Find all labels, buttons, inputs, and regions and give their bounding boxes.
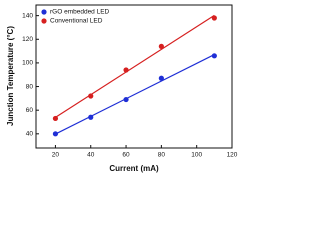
point bbox=[211, 53, 217, 59]
point bbox=[52, 131, 59, 137]
point bbox=[88, 93, 94, 99]
point bbox=[88, 114, 94, 120]
plot-frame bbox=[35, 4, 233, 149]
y-axis-label: Junction Temperature (°C) bbox=[6, 26, 15, 126]
y-tick-label: 100 bbox=[22, 60, 33, 67]
x-tick-label: 60 bbox=[122, 152, 130, 159]
point bbox=[211, 15, 217, 21]
x-tick-label: 40 bbox=[87, 152, 95, 159]
point bbox=[123, 67, 129, 73]
legend-marker bbox=[41, 9, 47, 15]
fit-line bbox=[55, 54, 215, 135]
legend-label: Conventional LED bbox=[50, 18, 103, 25]
y-tick-label: 80 bbox=[26, 83, 34, 90]
point bbox=[158, 43, 164, 49]
chart: Current (mA) Junction Temperature (°C) 2… bbox=[6, 4, 238, 173]
point bbox=[158, 75, 164, 81]
y-tick-label: 60 bbox=[26, 107, 34, 114]
point bbox=[123, 96, 129, 103]
y-tick-label: 140 bbox=[22, 12, 33, 19]
fit-line bbox=[55, 14, 215, 118]
x-axis-label: Current (mA) bbox=[109, 164, 159, 173]
x-tick-label: 80 bbox=[158, 152, 166, 159]
legend-label: rGO embedded LED bbox=[50, 9, 110, 16]
y-tick-label: 120 bbox=[22, 36, 33, 43]
point bbox=[52, 115, 59, 122]
y-tick-label: 40 bbox=[26, 131, 34, 138]
legend-marker bbox=[41, 18, 47, 24]
x-tick-label: 100 bbox=[191, 152, 202, 159]
x-tick-label: 20 bbox=[52, 152, 60, 159]
x-tick-label: 120 bbox=[227, 152, 238, 159]
